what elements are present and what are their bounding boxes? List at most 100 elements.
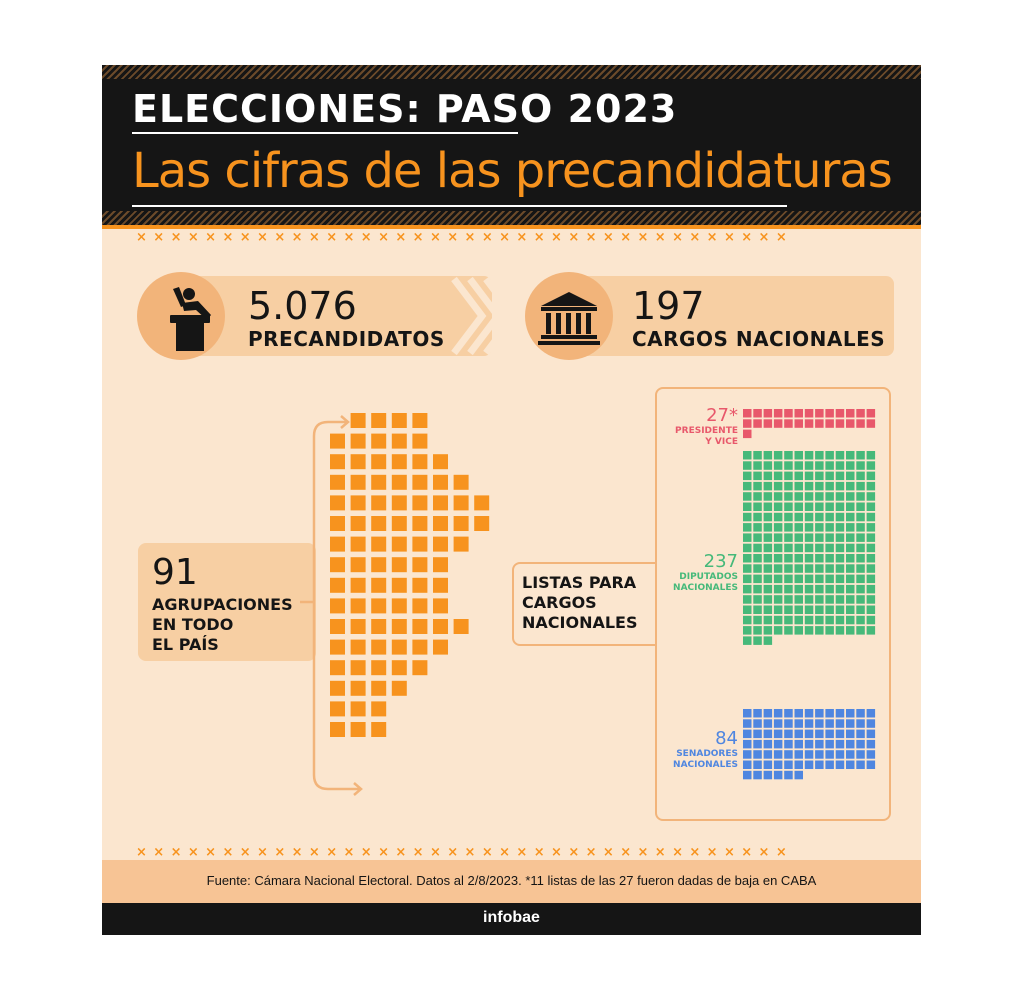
list-square [804,502,814,511]
list-square [866,564,876,573]
list-square [825,419,834,428]
list-square [856,760,865,769]
list-square [743,719,752,728]
decorative-cross-row-bottom: ×××××××××××××××××××××××××××××××××××××× [136,845,794,860]
list-square [856,471,865,481]
list-square [753,739,762,749]
list-square [784,523,793,532]
list-square [815,554,824,563]
list-square [753,605,762,614]
list-square [804,605,814,614]
list-square [743,770,752,780]
list-square [804,533,814,542]
list-square [866,605,876,614]
list-square [743,564,752,573]
list-square [866,574,876,584]
list-square [846,584,855,594]
list-square [773,409,783,418]
list-square [784,719,793,728]
list-square [753,409,762,418]
list-square [825,461,834,470]
grouping-square [330,680,345,696]
list-square [835,605,845,614]
grouping-square [412,495,428,511]
list-square [846,709,855,718]
list-square [753,512,762,522]
grouping-square [350,577,366,593]
lists-label: LISTAS PARA CARGOS NACIONALES [522,573,638,633]
lists-label-line: CARGOS [522,593,597,612]
list-square [794,739,803,749]
list-square [825,523,834,532]
list-square [753,574,762,584]
decorative-cross-row-top: ×××××××××××××××××××××××××××××××××××××× [136,230,794,245]
list-square [846,409,855,418]
list-square [773,564,783,573]
groupings-label-line: EL PAÍS [152,635,219,654]
list-square [773,451,783,460]
grouping-square [391,516,407,531]
grouping-square [412,619,428,634]
list-square [763,502,773,511]
grouping-square [391,495,407,511]
list-square [753,615,762,625]
list-square [763,584,773,594]
list-square [773,461,783,470]
list-square [835,626,845,635]
grouping-square [350,660,366,676]
grouping-square [453,474,469,490]
list-square [866,739,876,749]
grouping-square [391,577,407,593]
header-rule [102,225,921,229]
list-square [825,481,834,491]
list-square [773,595,783,604]
list-square [866,750,876,759]
list-square [773,739,783,749]
list-square [815,543,824,553]
list-square [794,471,803,481]
list-square [763,564,773,573]
list-square [743,605,752,614]
list-square [753,719,762,728]
list-square [794,512,803,522]
grouping-square [350,516,366,531]
president-lists-value: 27* [706,405,738,426]
list-square [753,481,762,491]
list-square [856,409,865,418]
list-square [763,760,773,769]
lists-label-line: LISTAS PARA [522,573,637,592]
deputies-lists-value: 237 [703,551,738,572]
list-square [743,492,752,501]
list-square [784,584,793,594]
list-square [825,409,834,418]
list-square [866,719,876,728]
grouping-square [433,516,448,531]
list-square [815,719,824,728]
list-square [815,595,824,604]
grouping-square [330,516,345,531]
list-square [866,554,876,563]
deputies-lists-label-line: DIPUTADOS [679,572,738,582]
list-square [773,533,783,542]
list-square [846,461,855,470]
list-square [784,461,793,470]
list-square [825,574,834,584]
list-square [856,461,865,470]
list-square [856,729,865,739]
list-square [866,709,876,718]
list-square [753,502,762,511]
list-square [815,471,824,481]
list-square [794,409,803,418]
list-square [856,615,865,625]
lists-box [512,562,666,646]
list-square [856,605,865,614]
list-square [753,461,762,470]
list-square [743,512,752,522]
list-square [794,543,803,553]
grouping-square [412,474,428,490]
list-square [835,584,845,594]
list-square [835,419,845,428]
list-square [784,739,793,749]
grouping-square [433,557,448,573]
grouping-square [330,536,345,552]
